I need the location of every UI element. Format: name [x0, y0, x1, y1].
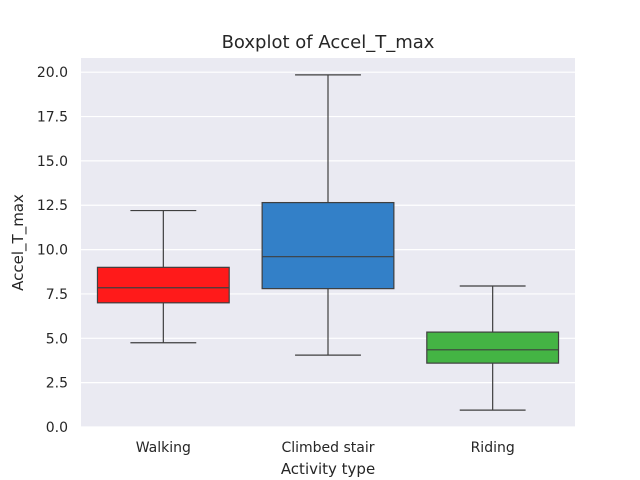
boxes-group	[96, 74, 560, 411]
y-tick-label: 5.0	[46, 331, 68, 347]
x-axis-label: Activity type	[281, 460, 375, 478]
iqr-box	[426, 331, 560, 364]
x-tick-label: Riding	[471, 440, 515, 456]
x-tick-label: Walking	[136, 440, 191, 456]
y-tick-label: 7.5	[46, 287, 68, 303]
y-tick-label: 2.5	[46, 376, 68, 392]
y-tick-label: 15.0	[37, 154, 68, 170]
box-climbed-stair	[261, 74, 395, 356]
y-tick-label: 0.0	[46, 420, 68, 436]
y-tick-label: 10.0	[37, 243, 68, 259]
iqr-box	[261, 201, 395, 290]
y-tick-label: 20.0	[37, 65, 68, 81]
box-walking	[96, 209, 230, 344]
y-tick-label: 17.5	[37, 110, 68, 126]
y-tick-labels: 0.0 2.5 5.0 7.5 10.0 12.5 15.0 17.5 20.0	[37, 65, 68, 436]
y-axis-label: Accel_T_max	[9, 194, 28, 291]
x-tick-label: Climbed stair	[281, 440, 374, 456]
iqr-box	[96, 266, 230, 304]
chart-title: Boxplot of Accel_T_max	[222, 32, 435, 53]
box-riding	[426, 285, 560, 411]
x-tick-labels: Walking Climbed stair Riding	[136, 440, 515, 456]
y-tick-label: 12.5	[37, 198, 68, 214]
